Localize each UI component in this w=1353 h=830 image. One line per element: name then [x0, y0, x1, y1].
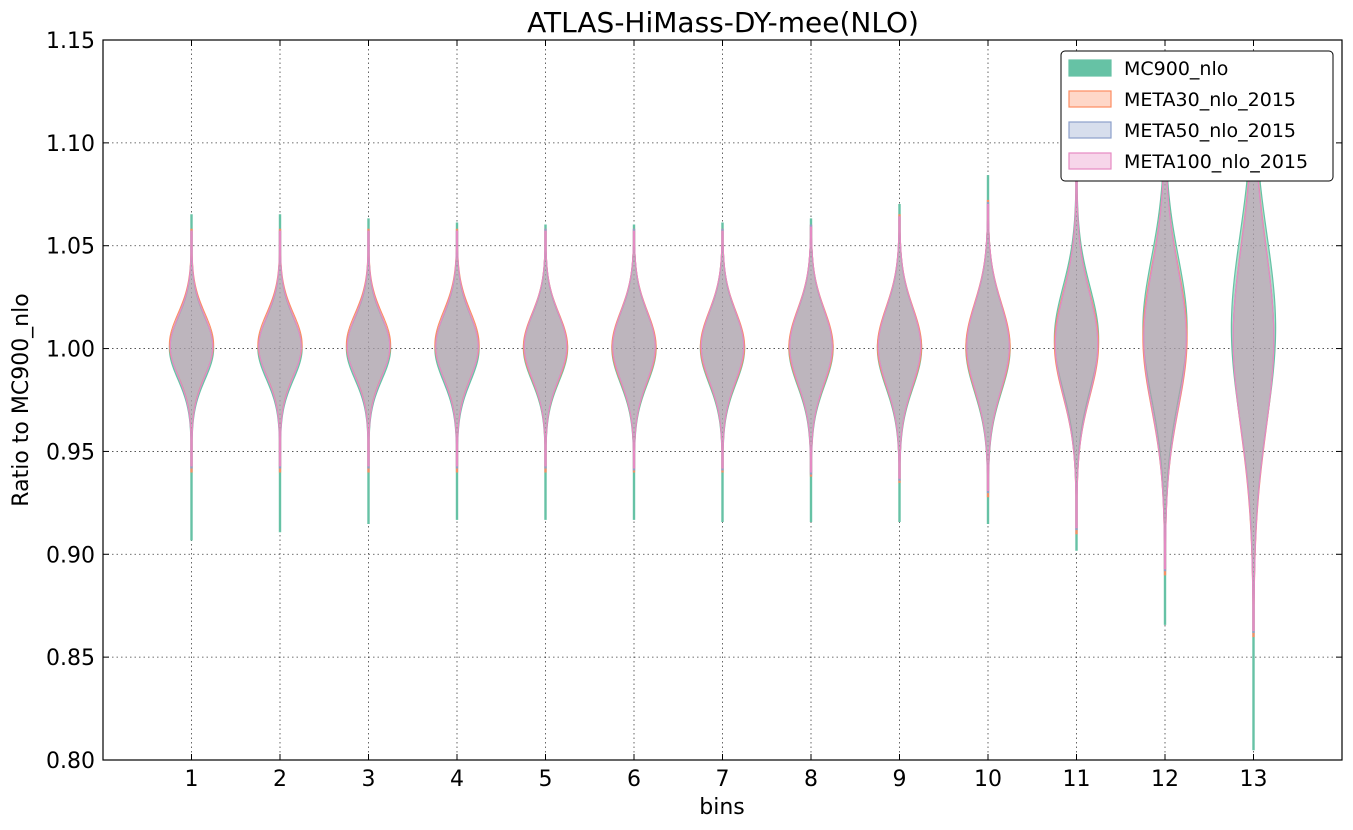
- violin-META100_nlo_2015-bin-2: [258, 230, 302, 467]
- x-tick-label: 8: [804, 767, 818, 792]
- x-tick-label: 10: [974, 767, 1002, 792]
- x-tick-label: 6: [627, 767, 641, 792]
- legend-swatch: [1068, 152, 1112, 170]
- violin-META100_nlo_2015-bin-7: [700, 230, 745, 469]
- violin-META100_nlo_2015-bin-3: [346, 230, 391, 467]
- x-tick-label: 2: [273, 767, 287, 792]
- x-tick-label: 5: [539, 767, 553, 792]
- y-tick-label: 0.90: [46, 543, 95, 568]
- y-tick-label: 0.80: [46, 749, 95, 774]
- legend-box: [1060, 50, 1334, 182]
- x-tick-label: 9: [893, 767, 907, 792]
- y-tick-label: 0.85: [46, 646, 95, 671]
- axis-ticks: 0.800.850.900.951.001.051.101.151 2 3 4 5 6 7 8…: [46, 29, 1342, 792]
- legend-label: META30_nlo_2015: [1124, 89, 1296, 111]
- x-tick-label: 12: [1151, 767, 1179, 792]
- y-tick-label: 1.05: [46, 235, 95, 260]
- chart-title: ATLAS-HiMass-DY-mee(NLO): [527, 6, 919, 39]
- legend-label: MC900_nlo: [1124, 58, 1228, 80]
- violins: [168, 59, 1277, 751]
- y-axis-title: Ratio to MC900_nlo: [9, 293, 34, 506]
- legend-swatch: [1068, 59, 1112, 77]
- violin-META100_nlo_2015-bin-10: [966, 204, 1010, 492]
- x-tick-label: 7: [716, 767, 730, 792]
- y-tick-label: 1.00: [46, 338, 95, 363]
- y-tick-label: 0.95: [46, 440, 95, 465]
- violin-META100_nlo_2015-bin-1: [169, 230, 214, 467]
- violin-META100_nlo_2015-bin-5: [523, 230, 568, 467]
- legend-label: META50_nlo_2015: [1124, 120, 1296, 142]
- legend-swatch: [1068, 90, 1112, 108]
- x-tick-label: 1: [185, 767, 199, 792]
- x-tick-label: 13: [1240, 767, 1268, 792]
- x-tick-label: 4: [450, 767, 464, 792]
- violin-META100_nlo_2015-bin-8: [789, 226, 833, 473]
- x-tick-label: 11: [1063, 767, 1091, 792]
- legend: MC900_nlo META30_nlo_2015 META50_nlo_2015 M…: [1060, 50, 1334, 182]
- legend-swatch: [1068, 121, 1112, 139]
- violin-META100_nlo_2015-bin-6: [612, 230, 656, 469]
- y-tick-label: 1.10: [46, 132, 95, 157]
- x-tick-label: 3: [362, 767, 376, 792]
- y-tick-label: 1.15: [46, 29, 95, 54]
- violin-META100_nlo_2015-bin-4: [435, 230, 479, 467]
- x-axis-title: bins: [699, 795, 744, 820]
- legend-label: META100_nlo_2015: [1124, 151, 1308, 173]
- violin-META100_nlo_2015-bin-9: [877, 216, 922, 479]
